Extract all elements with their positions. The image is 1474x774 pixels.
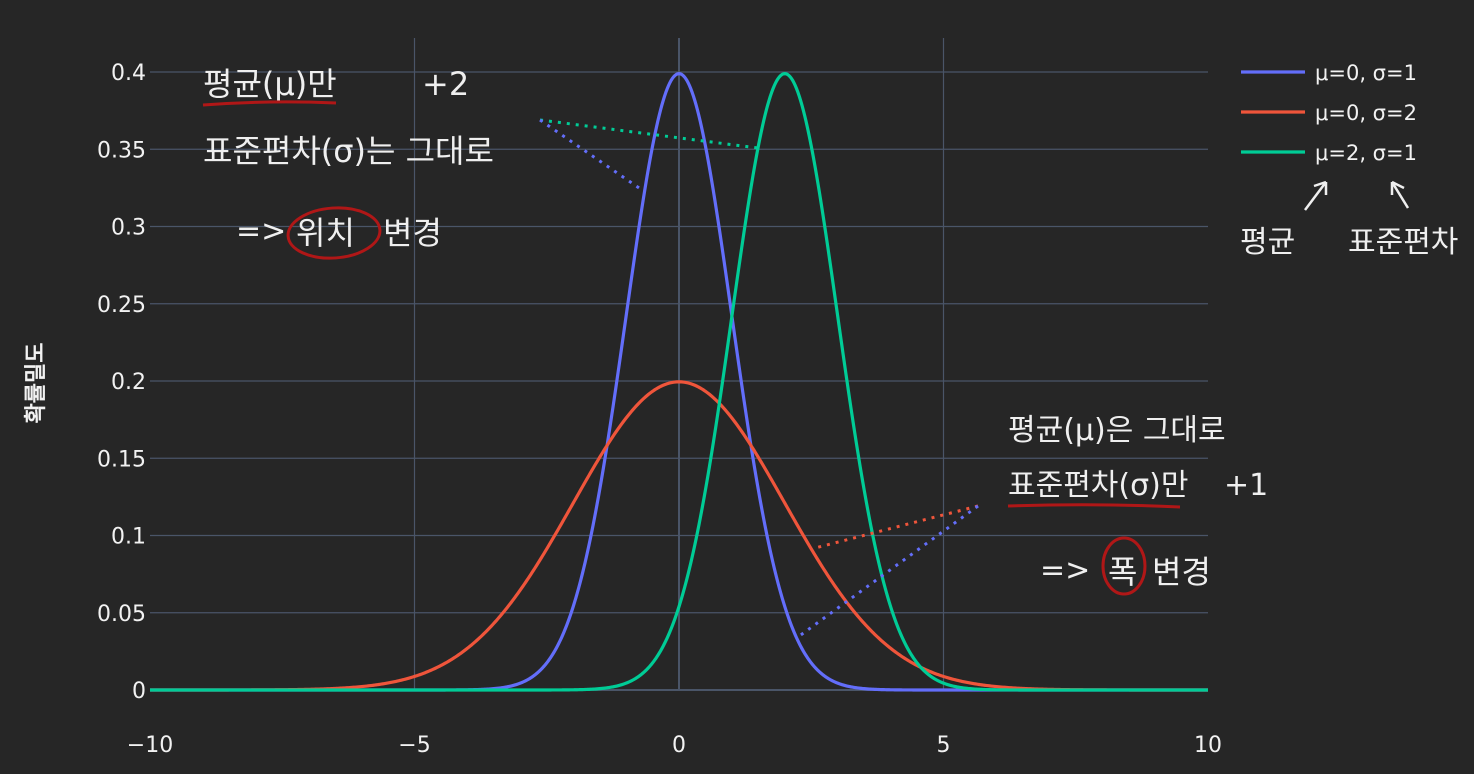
y-axis-ticks: 0 0.05 0.1 0.15 0.2 0.25 0.3 0.35 0.4 <box>97 61 146 704</box>
y-tick-label: 0.25 <box>97 293 146 318</box>
annotation-bottom-change: 변경 <box>1152 553 1211 591</box>
x-axis-ticks: −10 −5 0 5 10 <box>127 733 1222 758</box>
y-tick-label: 0.05 <box>97 602 146 627</box>
annotation-top-change: 변경 <box>383 214 442 252</box>
annotation-bottom-line1: 평균(μ)은 그대로 <box>1008 413 1226 448</box>
x-tick-label: −5 <box>398 733 430 758</box>
legend-std-note: 표준편차 <box>1348 225 1458 260</box>
annotation-bottom-underline <box>1007 503 1181 509</box>
annotation-top-pointer-green <box>539 118 759 150</box>
annotation-top-circle <box>286 206 382 260</box>
x-tick-label: 5 <box>937 733 951 758</box>
legend-label: μ=2, σ=1 <box>1315 141 1417 165</box>
annotation-top-line2: 표준편차(σ)는 그대로 <box>203 132 494 170</box>
mean-note-arrow <box>1304 180 1328 211</box>
y-tick-label: 0.35 <box>97 138 146 163</box>
legend-notes: 평균 표준편차 <box>1240 180 1458 260</box>
y-tick-label: 0.4 <box>111 61 146 86</box>
annotation-bottom-pointer-blue <box>797 504 979 639</box>
annotation-bottom-plus: +1 <box>1224 468 1268 503</box>
annotation-bottom-circled: 폭 <box>1108 553 1137 591</box>
annotation-top-pointer-blue <box>539 118 643 192</box>
std-note-arrow <box>1390 180 1410 209</box>
y-tick-label: 0.3 <box>111 216 146 241</box>
annotation-top: 평균(μ)만 +2 표준편차(σ)는 그대로 => 위치 변경 <box>202 65 759 260</box>
legend-item[interactable]: μ=2, σ=1 <box>1241 141 1417 165</box>
y-tick-label: 0 <box>132 679 146 704</box>
annotation-top-line1: 평균(μ)만 <box>203 65 337 103</box>
y-tick-label: 0.2 <box>111 370 146 395</box>
y-axis-title: 확률밀도 <box>24 343 49 424</box>
x-tick-label: 0 <box>672 733 686 758</box>
series-line-3 <box>149 72 1209 692</box>
annotation-bottom-arrow: => <box>1040 553 1090 588</box>
x-tick-label: −10 <box>127 733 173 758</box>
y-tick-label: 0.15 <box>97 447 146 472</box>
annotation-top-arrow: => <box>236 214 286 249</box>
legend-label: μ=0, σ=2 <box>1315 101 1417 125</box>
annotation-top-circled: 위치 <box>296 214 355 252</box>
annotation-bottom-circle <box>1101 536 1147 596</box>
annotation-top-underline <box>202 100 337 107</box>
annotation-bottom-line2: 표준편차(σ)만 <box>1008 468 1188 503</box>
x-tick-label: 10 <box>1194 733 1222 758</box>
series-lines <box>149 72 1209 692</box>
annotation-top-plus: +2 <box>422 65 469 103</box>
legend-item[interactable]: μ=0, σ=1 <box>1241 61 1417 85</box>
legend[interactable]: μ=0, σ=1 μ=0, σ=2 μ=2, σ=1 <box>1241 61 1417 165</box>
y-tick-label: 0.1 <box>111 525 146 550</box>
annotation-bottom: 평균(μ)은 그대로 표준편차(σ)만 +1 => 폭 변경 <box>797 413 1268 639</box>
legend-mean-note: 평균 <box>1240 225 1295 260</box>
annotation-bottom-pointer-red <box>814 504 979 550</box>
legend-label: μ=0, σ=1 <box>1315 61 1417 85</box>
legend-item[interactable]: μ=0, σ=2 <box>1241 101 1417 125</box>
